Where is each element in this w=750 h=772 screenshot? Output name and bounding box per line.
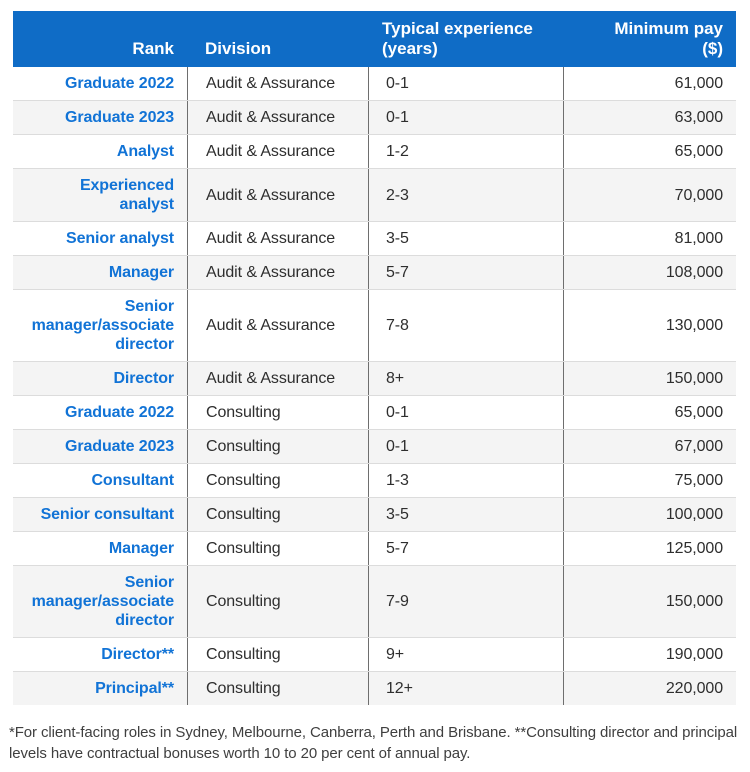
table-row: Senior consultant Consulting 3-5 100,000	[13, 497, 736, 531]
division-cell: Audit & Assurance	[187, 169, 368, 221]
table-row: Graduate 2022 Consulting 0-1 65,000	[13, 395, 736, 429]
pay-cell: 100,000	[563, 498, 736, 531]
table-row: Senior manager/associate director Consul…	[13, 565, 736, 637]
pay-cell: 190,000	[563, 638, 736, 671]
pay-cell: 130,000	[563, 290, 736, 361]
rank-cell: Manager	[108, 264, 174, 281]
division-cell: Consulting	[187, 396, 368, 429]
rank-cell: Graduate 2022	[65, 75, 174, 92]
division-cell: Audit & Assurance	[187, 362, 368, 395]
experience-cell: 5-7	[368, 256, 563, 289]
rank-cell: Graduate 2023	[65, 109, 174, 126]
division-cell: Consulting	[187, 464, 368, 497]
pay-cell: 220,000	[563, 672, 736, 705]
pay-cell: 61,000	[563, 67, 736, 100]
division-cell: Audit & Assurance	[187, 222, 368, 255]
experience-cell: 1-2	[368, 135, 563, 168]
table-row: Graduate 2023 Consulting 0-1 67,000	[13, 429, 736, 463]
table-row: Manager Consulting 5-7 125,000	[13, 531, 736, 565]
rank-cell: Experienced analyst	[79, 177, 174, 213]
rank-cell: Consultant	[91, 472, 174, 489]
header-experience-line1: Typical experience	[382, 19, 533, 38]
header-division-label: Division	[205, 39, 272, 58]
header-rank-label: Rank	[132, 39, 174, 58]
table-row: Principal** Consulting 12+ 220,000	[13, 671, 736, 705]
rank-cell: Senior manager/associate director	[31, 574, 175, 629]
table-footnote: *For client-facing roles in Sydney, Melb…	[9, 724, 738, 762]
division-cell: Audit & Assurance	[187, 101, 368, 134]
header-experience: Typical experience (years)	[368, 11, 563, 67]
header-pay: Minimum pay ($)	[563, 11, 736, 67]
header-pay-line1: Minimum pay	[614, 19, 723, 38]
experience-cell: 1-3	[368, 464, 563, 497]
division-cell: Consulting	[187, 672, 368, 705]
division-cell: Consulting	[187, 430, 368, 463]
experience-cell: 5-7	[368, 532, 563, 565]
division-cell: Consulting	[187, 532, 368, 565]
experience-cell: 12+	[368, 672, 563, 705]
table-row: Analyst Audit & Assurance 1-2 65,000	[13, 134, 736, 168]
pay-cell: 63,000	[563, 101, 736, 134]
pay-cell: 75,000	[563, 464, 736, 497]
division-cell: Consulting	[187, 566, 368, 637]
table-row: Senior manager/associate director Audit …	[13, 289, 736, 361]
header-experience-line2: (years)	[382, 39, 438, 58]
rank-cell: Manager	[108, 540, 174, 557]
experience-cell: 0-1	[368, 67, 563, 100]
division-cell: Consulting	[187, 638, 368, 671]
pay-cell: 65,000	[563, 396, 736, 429]
division-cell: Consulting	[187, 498, 368, 531]
header-rank: Rank	[13, 11, 187, 67]
division-cell: Audit & Assurance	[187, 135, 368, 168]
experience-cell: 7-9	[368, 566, 563, 637]
rank-cell: Principal**	[95, 680, 174, 697]
experience-cell: 3-5	[368, 222, 563, 255]
experience-cell: 3-5	[368, 498, 563, 531]
experience-cell: 7-8	[368, 290, 563, 361]
rank-cell: Graduate 2023	[65, 438, 174, 455]
rank-cell: Graduate 2022	[65, 404, 174, 421]
experience-cell: 0-1	[368, 101, 563, 134]
experience-cell: 0-1	[368, 396, 563, 429]
pay-cell: 150,000	[563, 362, 736, 395]
rank-cell: Director	[113, 370, 174, 387]
table-header-row: Rank Division Typical experience (years)…	[13, 11, 736, 67]
pay-cell: 70,000	[563, 169, 736, 221]
pay-cell: 81,000	[563, 222, 736, 255]
experience-cell: 8+	[368, 362, 563, 395]
rank-cell: Director**	[101, 646, 174, 663]
table-row: Graduate 2023 Audit & Assurance 0-1 63,0…	[13, 100, 736, 134]
table-row: Senior analyst Audit & Assurance 3-5 81,…	[13, 221, 736, 255]
table-row: Experienced analyst Audit & Assurance 2-…	[13, 168, 736, 221]
division-cell: Audit & Assurance	[187, 256, 368, 289]
table-row: Consultant Consulting 1-3 75,000	[13, 463, 736, 497]
pay-cell: 65,000	[563, 135, 736, 168]
table-row: Manager Audit & Assurance 5-7 108,000	[13, 255, 736, 289]
division-cell: Audit & Assurance	[187, 290, 368, 361]
division-cell: Audit & Assurance	[187, 67, 368, 100]
table-body: Graduate 2022 Audit & Assurance 0-1 61,0…	[13, 67, 736, 705]
pay-cell: 108,000	[563, 256, 736, 289]
rank-cell: Senior analyst	[66, 230, 174, 247]
experience-cell: 9+	[368, 638, 563, 671]
experience-cell: 0-1	[368, 430, 563, 463]
rank-cell: Senior consultant	[40, 506, 175, 523]
salary-table: Rank Division Typical experience (years)…	[13, 11, 736, 705]
pay-cell: 150,000	[563, 566, 736, 637]
table-row: Graduate 2022 Audit & Assurance 0-1 61,0…	[13, 67, 736, 100]
header-pay-line2: ($)	[702, 39, 723, 58]
pay-cell: 67,000	[563, 430, 736, 463]
table-row: Director** Consulting 9+ 190,000	[13, 637, 736, 671]
experience-cell: 2-3	[368, 169, 563, 221]
header-division: Division	[187, 11, 368, 67]
pay-cell: 125,000	[563, 532, 736, 565]
rank-cell: Analyst	[116, 143, 174, 160]
rank-cell: Senior manager/associate director	[31, 298, 175, 353]
table-row: Director Audit & Assurance 8+ 150,000	[13, 361, 736, 395]
